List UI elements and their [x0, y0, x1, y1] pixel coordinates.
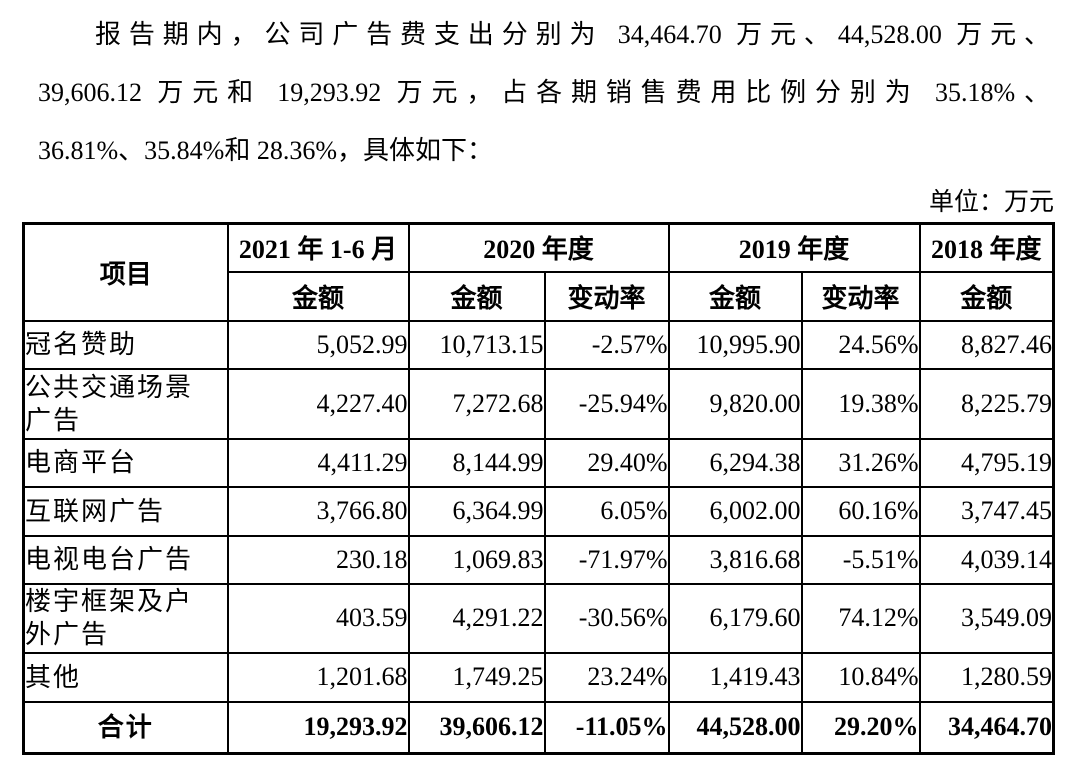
value-cell: 19.38% [800, 367, 921, 440]
value-cell: 1,280.59 [918, 651, 1055, 703]
subheader-amount-2021: 金额 [226, 270, 410, 322]
paragraph-line: 36.81%、35.84%和 28.36%，具体如下： [38, 136, 493, 165]
value-cell: 23.24% [543, 651, 670, 703]
value-cell: 3,549.09 [918, 582, 1055, 654]
unit-label: 单位：万元 [928, 189, 1054, 216]
total-value-cell: 44,528.00 [667, 700, 803, 755]
item-cell: 公共交通场景 广告 [22, 367, 229, 440]
item-cell: 冠名赞助 [22, 319, 229, 370]
value-cell: 1,749.25 [407, 651, 546, 703]
value-cell: 60.16% [800, 485, 921, 537]
value-cell: 6,002.00 [667, 485, 803, 537]
table-row: 互联网广告 3,766.80 6,364.99 6.05% 6,002.00 6… [22, 485, 1055, 537]
intro-paragraph: 报告期内，公司广告费支出分别为 34,464.70 万元、44,528.00 万… [38, 6, 1050, 180]
value-cell: 74.12% [800, 582, 921, 654]
header-2020: 2020 年度 [407, 222, 670, 273]
total-label-cell: 合计 [22, 700, 229, 755]
value-cell: 230.18 [226, 534, 410, 585]
paragraph-line: 39,606.12 万元和 19,293.92 万元，占各期销售费用比例分别为 … [38, 78, 1050, 107]
value-cell: 10,713.15 [407, 319, 546, 370]
item-cell: 其他 [22, 651, 229, 703]
value-cell: 8,827.46 [918, 319, 1055, 370]
header-2019: 2019 年度 [667, 222, 921, 273]
table-row: 公共交通场景 广告 4,227.40 7,272.68 -25.94% 9,82… [22, 367, 1055, 440]
subheader-change-2019: 变动率 [800, 270, 921, 322]
value-cell: 6,364.99 [407, 485, 546, 537]
total-value-cell: 34,464.70 [918, 700, 1055, 755]
table-row: 楼宇框架及户 外广告 403.59 4,291.22 -30.56% 6,179… [22, 582, 1055, 654]
value-cell: 3,747.45 [918, 485, 1055, 537]
header-row-periods: 项目 2021 年 1-6 月 2020 年度 2019 年度 2018 年度 [22, 222, 1055, 322]
table-row: 电视电台广告 230.18 1,069.83 -71.97% 3,816.68 … [22, 534, 1055, 585]
value-cell: 6,294.38 [667, 437, 803, 488]
value-cell: 4,227.40 [226, 367, 410, 440]
total-row: 合计 19,293.92 39,606.12 -11.05% 44,528.00… [22, 700, 1055, 755]
value-cell: 5,052.99 [226, 319, 410, 370]
table-row: 冠名赞助 5,052.99 10,713.15 -2.57% 10,995.90… [22, 319, 1055, 370]
value-cell: 29.40% [543, 437, 670, 488]
value-cell: 4,039.14 [918, 534, 1055, 585]
total-value-cell: -11.05% [543, 700, 670, 755]
item-cell: 互联网广告 [22, 485, 229, 537]
value-cell: 4,795.19 [918, 437, 1055, 488]
value-cell: -71.97% [543, 534, 670, 585]
value-cell: -2.57% [543, 319, 670, 370]
total-value-cell: 29.20% [800, 700, 921, 755]
value-cell: 1,419.43 [667, 651, 803, 703]
table-row: 电商平台 4,411.29 8,144.99 29.40% 6,294.38 3… [22, 437, 1055, 488]
value-cell: 4,411.29 [226, 437, 410, 488]
value-cell: -5.51% [800, 534, 921, 585]
value-cell: 10,995.90 [667, 319, 803, 370]
header-2021: 2021 年 1-6 月 [226, 222, 410, 273]
item-cell: 楼宇框架及户 外广告 [22, 582, 229, 654]
value-cell: 3,766.80 [226, 485, 410, 537]
table-row: 其他 1,201.68 1,749.25 23.24% 1,419.43 10.… [22, 651, 1055, 703]
value-cell: 9,820.00 [667, 367, 803, 440]
value-cell: 8,225.79 [918, 367, 1055, 440]
total-value-cell: 19,293.92 [226, 700, 410, 755]
value-cell: -25.94% [543, 367, 670, 440]
ad-expense-table: 项目 2021 年 1-6 月 2020 年度 2019 年度 2018 年度 … [22, 222, 1056, 755]
value-cell: 6.05% [543, 485, 670, 537]
total-value-cell: 39,606.12 [407, 700, 546, 755]
header-item: 项目 [22, 222, 229, 322]
value-cell: 403.59 [226, 582, 410, 654]
value-cell: 1,069.83 [407, 534, 546, 585]
value-cell: 31.26% [800, 437, 921, 488]
value-cell: 6,179.60 [667, 582, 803, 654]
subheader-amount-2019: 金额 [667, 270, 803, 322]
value-cell: 3,816.68 [667, 534, 803, 585]
value-cell: 7,272.68 [407, 367, 546, 440]
value-cell: 10.84% [800, 651, 921, 703]
value-cell: 1,201.68 [226, 651, 410, 703]
value-cell: 24.56% [800, 319, 921, 370]
item-cell: 电商平台 [22, 437, 229, 488]
paragraph-line: 报告期内，公司广告费支出分别为 34,464.70 万元、44,528.00 万… [95, 20, 1050, 49]
header-row-metrics: 金额 金额 变动率 金额 变动率 金额 [24, 270, 1055, 322]
value-cell: -30.56% [543, 582, 670, 654]
value-cell: 8,144.99 [407, 437, 546, 488]
header-2018: 2018 年度 [918, 222, 1055, 273]
item-cell: 电视电台广告 [22, 534, 229, 585]
subheader-amount-2020: 金额 [407, 270, 546, 322]
subheader-change-2020: 变动率 [543, 270, 670, 322]
subheader-amount-2018: 金额 [918, 270, 1055, 322]
value-cell: 4,291.22 [407, 582, 546, 654]
